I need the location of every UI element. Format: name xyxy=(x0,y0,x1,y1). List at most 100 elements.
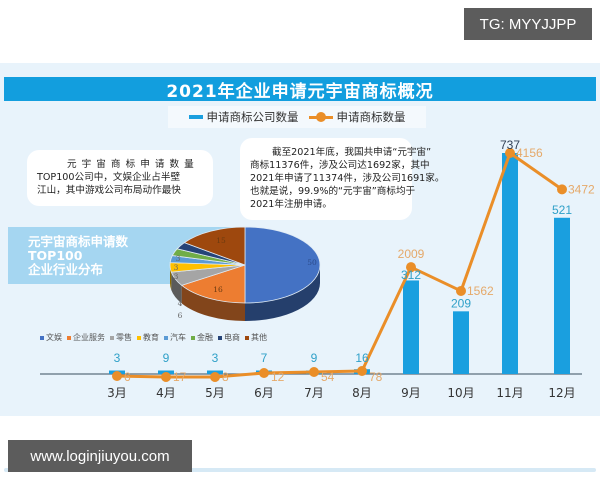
line-point xyxy=(309,367,319,377)
line-value-label: 4156 xyxy=(516,146,543,160)
note-right-line: 商标11376件，涉及公司达1692家，其中 xyxy=(250,160,430,171)
pie-legend-item: 汽车 xyxy=(164,332,186,343)
pie-legend-item: 零售 xyxy=(110,332,132,343)
pie-side xyxy=(245,265,320,321)
pie-value-label: 15 xyxy=(216,236,226,245)
note-right-line: 也就是说，99.9%的“元宇宙”商标均于 xyxy=(250,186,416,197)
legend-swatch-icon xyxy=(218,335,222,340)
note-left: 元 宇 宙 商 标 申 请 数 量 TOP100公司中，文娱企业占半壁 江山，其… xyxy=(27,150,213,206)
line-point xyxy=(456,285,466,296)
line-value-label: 12 xyxy=(271,370,285,384)
bar-swatch-icon xyxy=(188,115,203,119)
legend-swatch-icon xyxy=(67,335,71,340)
line-point xyxy=(505,148,515,158)
site-watermark: www.loginjiuyou.com xyxy=(8,440,192,472)
bar-value-label: 9 xyxy=(163,351,170,365)
line-value-label: 1562 xyxy=(467,284,494,298)
bar-value-label: 737 xyxy=(500,138,520,152)
note-left-line: TOP100公司中，文娱企业占半壁 xyxy=(37,172,181,183)
note-right-line: 截至2021年底，我国共申请“元宇宙” xyxy=(272,147,432,158)
legend-bar-label: 申请商标公司数量 xyxy=(206,110,299,124)
bar-value-label: 16 xyxy=(355,351,369,365)
line-point xyxy=(161,372,171,382)
note-right-line: 2021年申请了11374件，涉及公司1691家。 xyxy=(250,173,445,184)
pie-side xyxy=(181,285,245,321)
note-right-line: 2021年注册申请。 xyxy=(250,199,332,210)
x-tick-label: 7月 xyxy=(304,386,324,400)
bar-value-label: 3 xyxy=(212,351,219,365)
bar xyxy=(403,280,419,374)
pie-legend-item: 教育 xyxy=(137,332,159,343)
bar-value-label: 9 xyxy=(311,351,318,365)
line-point xyxy=(112,371,122,381)
pie-value-label: 3 xyxy=(176,254,181,263)
line-point xyxy=(259,368,269,378)
chart-legend: 申请商标公司数量 申请商标数量 xyxy=(168,106,426,128)
pie-value-label: 3 xyxy=(174,263,179,272)
pie-legend-item: 其他 xyxy=(245,332,267,343)
bar xyxy=(554,217,570,374)
pie-legend-label: 电商 xyxy=(224,333,240,342)
line-swatch-icon xyxy=(308,112,333,122)
pie-slice xyxy=(183,226,246,266)
note-right: 截至2021年底，我国共申请“元宇宙” 商标11376件，涉及公司达1692家，… xyxy=(240,138,445,220)
note-left-line: 元 宇 宙 商 标 申 请 数 量 xyxy=(67,159,195,170)
pie-legend-label: 汽车 xyxy=(170,333,186,342)
pie-side xyxy=(171,272,182,304)
pie-legend-label: 金融 xyxy=(197,333,213,342)
line-point xyxy=(210,372,220,382)
legend-swatch-icon xyxy=(245,335,249,340)
pie-value-label: 6 xyxy=(178,311,183,320)
line-point xyxy=(557,184,567,195)
pie-legend-item: 电商 xyxy=(218,332,240,343)
line-value-label: 2009 xyxy=(398,247,425,261)
line-value-label: 6 xyxy=(124,370,131,384)
legend-swatch-icon xyxy=(191,335,195,340)
trend-line xyxy=(116,151,563,379)
pie-legend-label: 文娱 xyxy=(46,333,62,342)
bar-value-label: 3 xyxy=(114,351,121,365)
pie-title-line: 企业行业分布 xyxy=(28,262,104,277)
x-tick-label: 5月 xyxy=(205,386,225,400)
legend-item-bar: 申请商标公司数量 xyxy=(188,109,299,125)
pie-legend-label: 教育 xyxy=(143,333,159,342)
pie-legend-item: 文娱 xyxy=(40,332,62,343)
bar-value-label: 209 xyxy=(451,296,471,310)
pie-title-line: 元宇宙商标申请数 xyxy=(28,234,129,249)
x-tick-label: 10月 xyxy=(447,386,474,400)
pie-legend-item: 金融 xyxy=(191,332,213,343)
line-point xyxy=(406,262,416,273)
line-point xyxy=(357,366,367,376)
page-title: 2021年企业申请元宇宙商标概况 xyxy=(4,77,596,102)
tg-watermark: TG: MYYJJPP xyxy=(464,8,592,40)
pie-legend-label: 零售 xyxy=(116,333,132,342)
bar xyxy=(502,153,518,374)
pie-title-line: TOP100 xyxy=(28,248,83,263)
legend-swatch-icon xyxy=(40,335,44,340)
panel-bottom-edge xyxy=(4,468,596,472)
x-tick-label: 3月 xyxy=(107,386,127,400)
bar-value-label: 521 xyxy=(552,203,572,217)
line-value-label: 3472 xyxy=(568,182,595,196)
x-tick-label: 11月 xyxy=(496,386,523,400)
legend-item-line: 申请商标数量 xyxy=(308,109,406,125)
bar xyxy=(453,311,469,374)
pie-legend-item: 企业服务 xyxy=(67,332,105,343)
x-tick-label: 8月 xyxy=(352,386,372,400)
line-value-label: 17 xyxy=(173,370,187,384)
line-value-label: 78 xyxy=(369,370,383,384)
legend-swatch-icon xyxy=(110,335,114,340)
pie-title: 元宇宙商标申请数 TOP100 企业行业分布 xyxy=(28,235,128,277)
line-value-label: 8 xyxy=(222,370,229,384)
legend-swatch-icon xyxy=(164,335,168,340)
line-value-label: 54 xyxy=(321,370,335,384)
legend-swatch-icon xyxy=(137,335,141,340)
pie-value-label: 16 xyxy=(213,285,223,294)
x-tick-label: 9月 xyxy=(401,386,421,400)
bar-value-label: 7 xyxy=(261,351,268,365)
bar-value-label: 312 xyxy=(401,268,421,282)
pie-value-label: 3 xyxy=(174,272,179,281)
x-tick-label: 12月 xyxy=(548,386,575,400)
pie-value-label: 50 xyxy=(307,258,317,267)
